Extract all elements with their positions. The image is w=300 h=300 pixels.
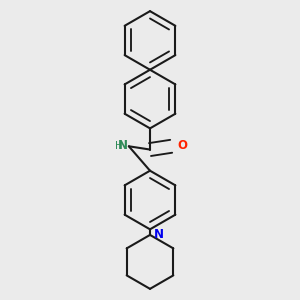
Text: N: N [118,139,128,152]
Text: H: H [115,141,123,151]
Text: O: O [177,139,187,152]
Text: N: N [154,228,164,242]
